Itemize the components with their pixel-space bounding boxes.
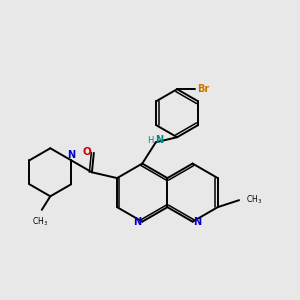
Text: CH$_3$: CH$_3$ xyxy=(32,216,48,228)
Text: H: H xyxy=(147,136,154,145)
Text: CH$_3$: CH$_3$ xyxy=(246,194,262,206)
Text: N: N xyxy=(193,217,201,227)
Text: N: N xyxy=(134,217,142,227)
Text: O: O xyxy=(82,147,91,157)
Text: N: N xyxy=(67,150,75,160)
Text: Br: Br xyxy=(197,84,209,94)
Text: N: N xyxy=(155,135,163,145)
